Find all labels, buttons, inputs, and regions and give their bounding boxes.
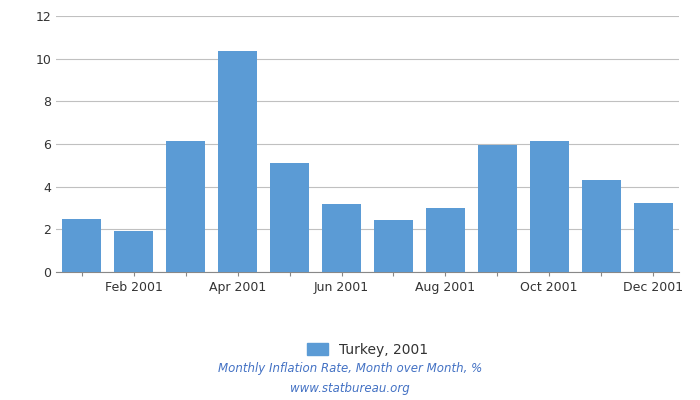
Bar bbox=[167, 141, 205, 272]
Bar bbox=[218, 51, 257, 272]
Bar bbox=[322, 204, 361, 272]
Bar bbox=[530, 141, 568, 272]
Bar bbox=[374, 220, 413, 272]
Bar bbox=[114, 232, 153, 272]
Text: Monthly Inflation Rate, Month over Month, %: Monthly Inflation Rate, Month over Month… bbox=[218, 362, 482, 375]
Bar bbox=[634, 203, 673, 272]
Legend: Turkey, 2001: Turkey, 2001 bbox=[302, 337, 433, 362]
Bar bbox=[582, 180, 621, 272]
Bar bbox=[62, 219, 102, 272]
Bar bbox=[270, 163, 309, 272]
Text: www.statbureau.org: www.statbureau.org bbox=[290, 382, 410, 395]
Bar bbox=[426, 208, 465, 272]
Bar bbox=[478, 145, 517, 272]
